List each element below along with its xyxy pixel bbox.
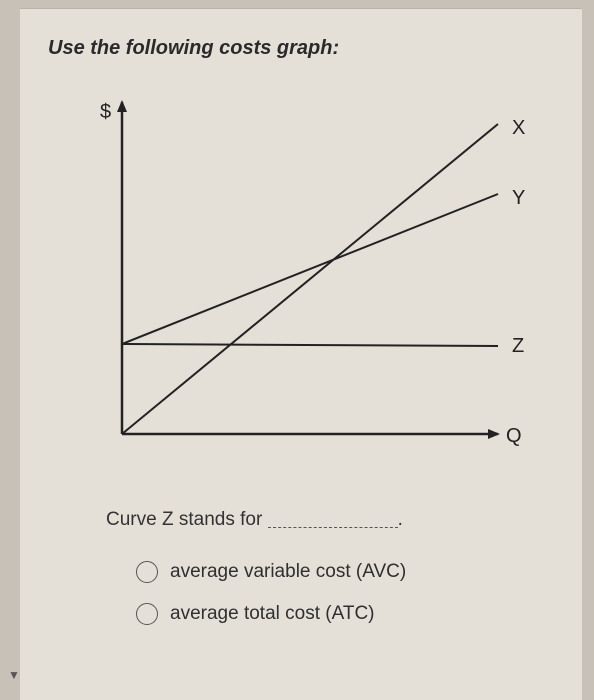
svg-text:Q: Q <box>506 425 522 447</box>
option-label: average variable cost (AVC) <box>170 561 406 583</box>
svg-text:Y: Y <box>512 187 525 209</box>
svg-text:X: X <box>512 117 525 139</box>
question-text: Curve Z stands for . <box>106 509 558 531</box>
question-page: Use the following costs graph: $ Q X Y Z Cur… <box>20 8 582 700</box>
dropdown-caret-icon: ▼ <box>8 668 20 682</box>
svg-text:$: $ <box>100 101 111 123</box>
option-avc[interactable]: average variable cost (AVC) <box>136 561 558 583</box>
radio-icon <box>136 561 158 583</box>
question-prefix: Curve Z stands for <box>106 509 268 530</box>
question-suffix: . <box>398 509 403 530</box>
svg-text:Z: Z <box>512 335 524 357</box>
option-atc[interactable]: average total cost (ATC) <box>136 603 558 625</box>
prompt-text: Use the following costs graph: <box>48 37 558 60</box>
radio-icon <box>136 603 158 625</box>
options-list: average variable cost (AVC) average tota… <box>136 561 558 625</box>
costs-chart: $ Q X Y Z <box>68 84 558 469</box>
blank-line <box>268 527 398 528</box>
chart-svg: $ Q X Y Z <box>68 84 558 464</box>
option-label: average total cost (ATC) <box>170 603 375 625</box>
